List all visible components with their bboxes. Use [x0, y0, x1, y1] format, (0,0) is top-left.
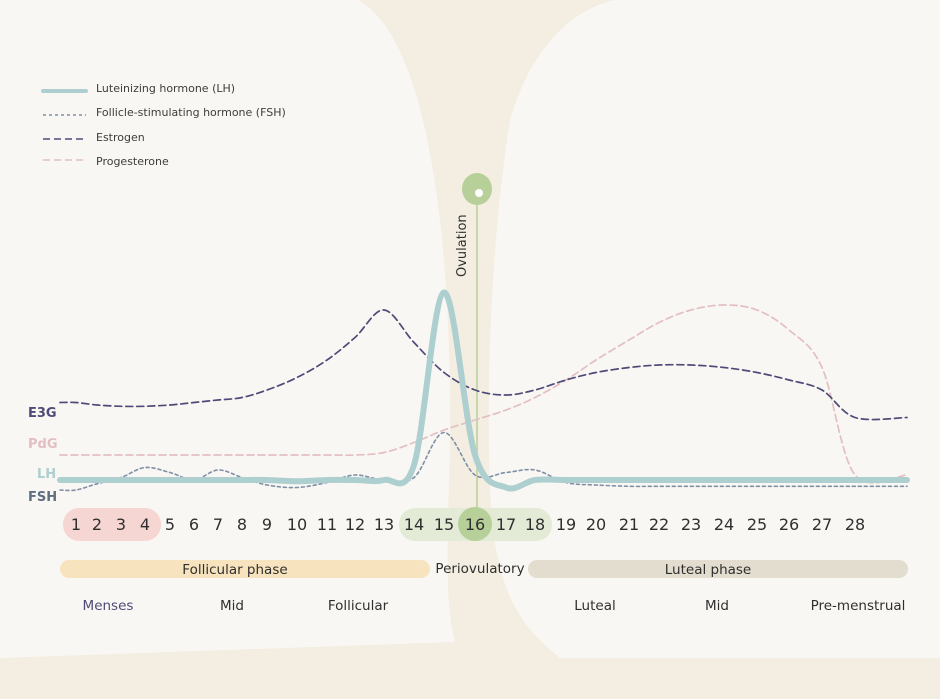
day-label-27: 27 — [812, 515, 832, 534]
day-label-19: 19 — [556, 515, 576, 534]
luteal-phase-label: Luteal phase — [665, 562, 752, 578]
day-label-23: 23 — [681, 515, 701, 534]
day-label-21: 21 — [619, 515, 639, 534]
day-label-1: 1 — [71, 515, 81, 534]
day-label-10: 10 — [287, 515, 307, 534]
day-label-24: 24 — [714, 515, 734, 534]
day-label-8: 8 — [237, 515, 247, 534]
menses-band — [63, 508, 161, 541]
day-label-3: 3 — [116, 515, 126, 534]
day-label-9: 9 — [262, 515, 272, 534]
day-label-2: 2 — [92, 515, 102, 534]
subphase-mid-luteal: Mid — [705, 598, 729, 614]
series-line-fsh — [59, 431, 908, 492]
day-labels: 1 2 3 4 5 6 7 8 9 10 11 12 13 14 15 16 17 18 19 20 21 22 23 24 2… — [71, 515, 865, 534]
day-label-7: 7 — [213, 515, 223, 534]
subphase-mid-follicular: Mid — [220, 598, 244, 614]
day-label-22: 22 — [649, 515, 669, 534]
day-label-6: 6 — [189, 515, 199, 534]
legend-label-estrogen: Estrogen — [96, 131, 145, 144]
day-label-14: 14 — [404, 515, 424, 534]
periovulatory-phase-label: Periovulatory — [435, 561, 524, 577]
series-layer — [57, 289, 910, 492]
subphase-menses: Menses — [83, 598, 134, 614]
axis-label-fsh: FSH — [28, 490, 57, 505]
day-label-15: 15 — [434, 515, 454, 534]
day-label-26: 26 — [779, 515, 799, 534]
subphase-follicular: Follicular — [328, 598, 389, 614]
series-line-progesterone — [59, 304, 908, 484]
legend-label-progesterone: Progesterone — [96, 155, 169, 168]
day-label-28: 28 — [845, 515, 865, 534]
right-panel — [488, 0, 940, 658]
day-label-13: 13 — [374, 515, 394, 534]
luteal-phase-bar — [528, 560, 908, 578]
day-label-16: 16 — [465, 515, 485, 534]
follicular-phase-bar — [60, 560, 430, 578]
ovum-icon — [462, 173, 492, 205]
follicular-phase-label: Follicular phase — [182, 562, 287, 578]
subphase-luteal: Luteal — [574, 598, 615, 614]
ovulation-label: Ovulation — [455, 214, 470, 277]
day-label-5: 5 — [165, 515, 175, 534]
day-label-17: 17 — [496, 515, 516, 534]
axis-label-e3g: E3G — [28, 406, 57, 421]
legend-label-fsh: Follicle-stimulating hormone (FSH) — [96, 106, 286, 119]
background-panels — [0, 0, 940, 658]
day-label-12: 12 — [345, 515, 365, 534]
day-label-18: 18 — [525, 515, 545, 534]
axis-label-pdg: PdG — [28, 437, 58, 452]
axis-labels: E3G PdG LH FSH — [28, 406, 58, 505]
day-label-4: 4 — [140, 515, 150, 534]
day-label-20: 20 — [586, 515, 606, 534]
ovulation-day-highlight — [458, 507, 492, 541]
series-line-lh — [57, 289, 910, 492]
subphase-premenstrual: Pre-menstrual — [811, 598, 906, 614]
left-panel — [0, 0, 455, 658]
axis-label-lh: LH — [37, 467, 56, 482]
legend-label-lh: Luteinizing hormone (LH) — [96, 82, 235, 95]
legend: Luteinizing hormone (LH) Follicle-stimul… — [41, 82, 286, 168]
subphase-labels: Menses Mid Follicular Luteal Mid Pre-men… — [83, 598, 906, 614]
day-label-25: 25 — [747, 515, 767, 534]
day-label-11: 11 — [317, 515, 337, 534]
ovum-nucleus-icon — [475, 189, 483, 197]
